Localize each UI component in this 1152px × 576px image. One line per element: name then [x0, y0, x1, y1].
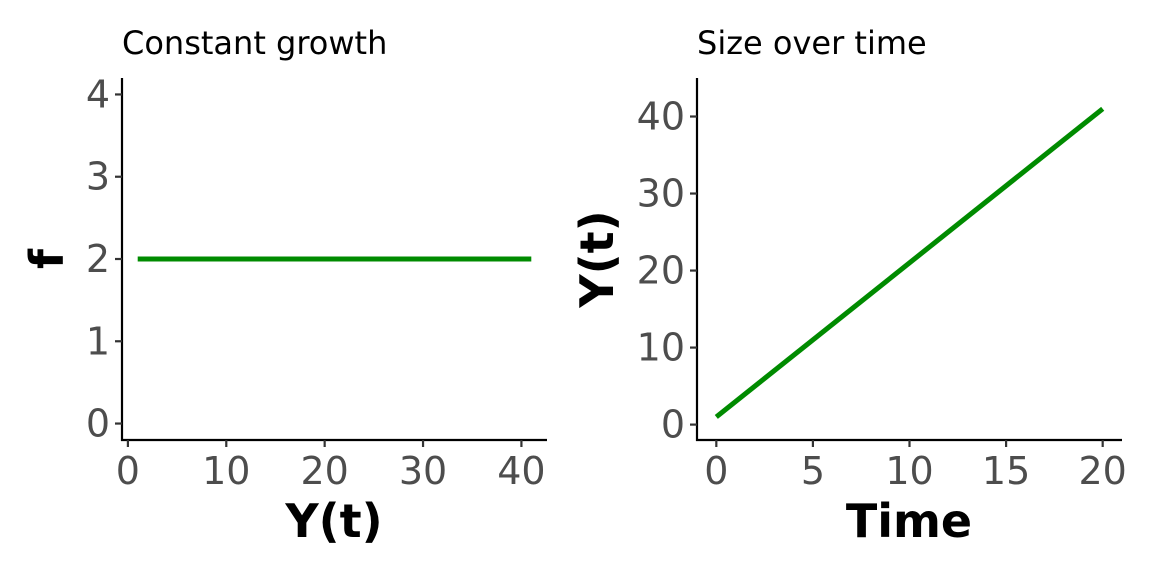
right-y-tick-label: 10 [637, 326, 685, 370]
left-y-axis-label: f [20, 248, 74, 269]
left-x-tick-label: 10 [202, 449, 250, 493]
left-x-axis-label: Y(t) [284, 494, 382, 548]
right-y-tick-label: 40 [637, 95, 685, 139]
right-x-tick-label: 5 [801, 449, 825, 493]
right-y-tick-label: 30 [637, 172, 685, 216]
right-x-ticks: 0 5 10 15 20 [704, 440, 1127, 493]
right-x-tick-label: 10 [885, 449, 933, 493]
right-x-tick-label: 0 [704, 449, 728, 493]
left-x-ticks: 0 10 20 30 40 [116, 440, 546, 493]
right-y-axis-label: Y(t) [570, 210, 624, 308]
left-x-tick-label: 40 [497, 449, 545, 493]
right-y-ticks: 0 10 20 30 40 [637, 95, 697, 447]
left-y-tick-label: 0 [86, 402, 110, 446]
left-y-ticks: 0 1 2 3 4 [86, 72, 122, 446]
left-y-tick-label: 3 [86, 155, 110, 199]
right-chart-title: Size over time [697, 24, 927, 62]
left-x-tick-label: 20 [300, 449, 348, 493]
left-chart-title: Constant growth [122, 24, 387, 62]
left-y-tick-label: 4 [86, 72, 110, 116]
right-x-tick-label: 20 [1079, 449, 1127, 493]
right-series-line [714, 106, 1105, 419]
left-y-tick-label: 1 [86, 319, 110, 363]
right-x-tick-label: 15 [982, 449, 1030, 493]
right-y-tick-label: 0 [661, 403, 685, 447]
left-panel: Constant growth 0 1 2 3 4 0 10 20 30 40 Y(t) f [20, 24, 547, 548]
right-x-axis-label: Time [846, 494, 972, 548]
right-series-group [714, 106, 1105, 419]
right-panel: Size over time 0 10 20 30 40 0 5 10 15 20 Time Y… [570, 24, 1127, 548]
left-x-tick-label: 0 [116, 449, 140, 493]
left-y-tick-label: 2 [86, 237, 110, 281]
left-x-tick-label: 30 [399, 449, 447, 493]
right-y-tick-label: 20 [637, 249, 685, 293]
